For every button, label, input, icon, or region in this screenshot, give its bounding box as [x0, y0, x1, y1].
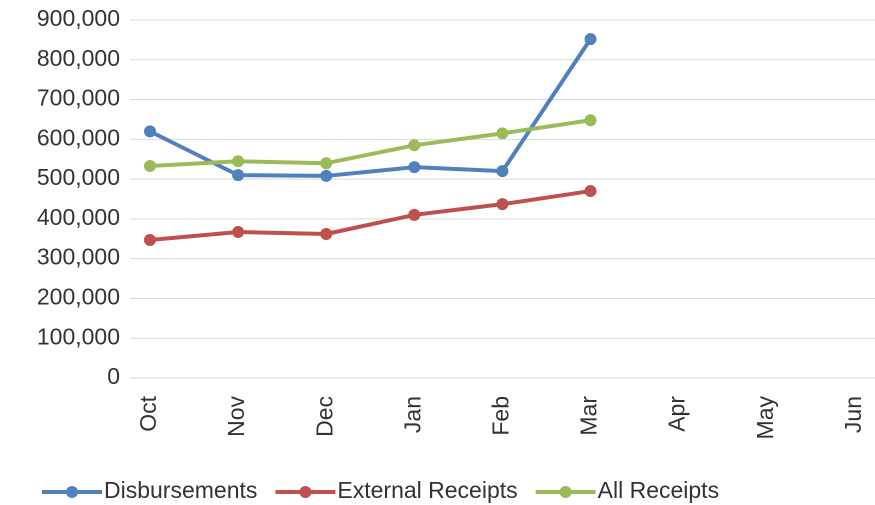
series-line: [149, 37, 593, 178]
y-tick-label: 500,000: [37, 164, 120, 190]
legend-marker: [559, 486, 572, 498]
legend-label: Disbursements: [104, 477, 257, 503]
y-tick-label: 700,000: [37, 85, 120, 111]
x-tick-label: May: [752, 396, 778, 440]
y-tick-label: 300,000: [37, 244, 120, 270]
y-tick-label: 100,000: [37, 323, 120, 349]
y-tick-label: 600,000: [37, 124, 120, 150]
y-tick-label: 0: [107, 363, 120, 389]
point: [320, 157, 333, 170]
legend-label: External Receipts: [337, 477, 517, 503]
point: [496, 198, 509, 211]
x-tick-label: Oct: [135, 395, 161, 431]
legend-label: All Receipts: [598, 477, 719, 503]
x-tick-label: Dec: [311, 396, 337, 437]
point: [144, 125, 156, 138]
y-tick-label: 400,000: [37, 204, 120, 230]
point: [320, 228, 333, 241]
point: [232, 169, 245, 182]
point: [144, 159, 156, 172]
x-tick-label: Jan: [399, 396, 425, 433]
point: [584, 114, 597, 127]
point: [232, 226, 245, 239]
y-tick-label: 800,000: [37, 45, 120, 71]
point: [496, 165, 509, 178]
series-line: [149, 189, 591, 242]
y-tick-label: 200,000: [37, 284, 120, 310]
x-tick-label: Jun: [840, 396, 866, 433]
point: [496, 127, 509, 140]
point: [408, 161, 421, 174]
y-tick-label: 900,000: [37, 5, 120, 31]
point: [584, 185, 597, 198]
x-tick-label: Feb: [487, 396, 513, 436]
x-tick-label: Apr: [664, 396, 690, 432]
point: [320, 169, 333, 182]
legend-marker: [299, 486, 312, 498]
series-line: [149, 118, 591, 168]
point: [232, 155, 245, 168]
point: [144, 233, 156, 246]
point: [408, 139, 421, 152]
x-tick-label: Mar: [576, 396, 602, 436]
x-tick-label: Nov: [223, 396, 249, 437]
legend-marker: [66, 486, 78, 498]
point: [408, 208, 421, 221]
point: [584, 33, 597, 46]
